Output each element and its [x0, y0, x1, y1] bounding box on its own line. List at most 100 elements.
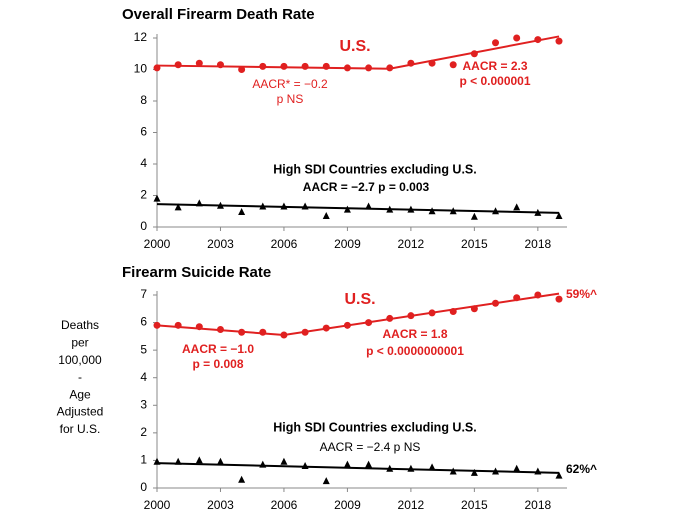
- y-axis-label: for U.S.: [60, 422, 101, 436]
- point: [470, 305, 478, 313]
- point: [555, 295, 563, 303]
- point: [343, 205, 351, 213]
- point: [195, 456, 203, 464]
- y-axis-label: 100,000: [58, 353, 102, 367]
- point: [449, 467, 457, 475]
- point: [555, 211, 563, 219]
- point: [322, 477, 330, 485]
- point: [449, 61, 457, 69]
- x-tick-label: 2003: [207, 498, 234, 512]
- annotation: AACR* = −0.2: [252, 77, 328, 91]
- point: [301, 202, 309, 210]
- point: [174, 457, 182, 465]
- point: [322, 324, 330, 332]
- series-label: U.S.: [344, 291, 375, 308]
- y-tick-label: 3: [140, 397, 147, 411]
- point: [301, 328, 309, 336]
- point: [386, 64, 394, 72]
- point: [365, 64, 373, 72]
- x-tick-label: 2009: [334, 498, 361, 512]
- point: [259, 328, 267, 336]
- annotation: p NS: [277, 92, 304, 106]
- point: [238, 475, 246, 483]
- series-label: High SDI Countries excluding U.S.: [273, 162, 477, 176]
- point: [555, 471, 563, 479]
- point: [238, 328, 246, 336]
- y-tick-label: 0: [140, 480, 147, 494]
- point: [280, 62, 288, 70]
- y-axis-label: Adjusted: [57, 405, 104, 419]
- point: [238, 208, 246, 216]
- point: [153, 321, 161, 329]
- x-tick-label: 2006: [271, 498, 298, 512]
- point: [365, 460, 373, 468]
- point: [492, 299, 500, 307]
- point: [428, 463, 436, 471]
- x-tick-label: 2015: [461, 498, 488, 512]
- point: [216, 457, 224, 465]
- point: [153, 64, 161, 72]
- annotation: AACR = −2.4 p NS: [320, 440, 421, 454]
- point: [322, 62, 330, 70]
- y-tick-label: 0: [140, 219, 147, 233]
- point: [492, 207, 500, 215]
- point: [343, 321, 351, 329]
- point: [428, 59, 436, 67]
- point: [513, 203, 521, 211]
- chart-title: Firearm Suicide Rate: [122, 264, 271, 281]
- annotation: AACR = 1.8: [382, 327, 447, 341]
- annotation: p = 0.008: [192, 357, 243, 371]
- point: [216, 201, 224, 209]
- y-tick-label: 12: [134, 30, 148, 44]
- y-axis-label: per: [71, 335, 88, 349]
- x-tick-label: 2018: [524, 498, 551, 512]
- point: [470, 50, 478, 58]
- y-tick-label: 5: [140, 342, 147, 356]
- point: [534, 208, 542, 216]
- point: [428, 207, 436, 215]
- y-tick-label: 6: [140, 125, 147, 139]
- y-axis-label: -: [78, 370, 82, 384]
- y-tick-label: 6: [140, 315, 147, 329]
- point: [174, 203, 182, 211]
- point: [492, 467, 500, 475]
- point: [407, 205, 415, 213]
- point: [365, 319, 373, 327]
- point: [153, 457, 161, 465]
- point: [259, 460, 267, 468]
- point: [301, 62, 309, 70]
- point: [153, 194, 161, 202]
- point: [534, 36, 542, 44]
- annotation: AACR = −2.7 p = 0.003: [303, 180, 430, 194]
- annotation: 62%^: [566, 462, 597, 476]
- annotation: p < 0.0000000001: [366, 344, 464, 358]
- y-tick-label: 2: [140, 188, 147, 202]
- y-tick-label: 7: [140, 287, 147, 301]
- point: [407, 312, 415, 320]
- series-label: U.S.: [339, 38, 370, 55]
- point: [195, 323, 203, 331]
- point: [386, 314, 394, 322]
- x-tick-label: 2006: [271, 237, 298, 251]
- point: [301, 461, 309, 469]
- annotation: 59%^: [566, 287, 597, 301]
- annotation: AACR = 2.3: [462, 59, 527, 73]
- point: [492, 39, 500, 47]
- x-tick-label: 2000: [144, 498, 171, 512]
- y-tick-label: 10: [134, 62, 148, 76]
- point: [407, 59, 415, 67]
- point: [280, 331, 288, 339]
- point: [449, 207, 457, 215]
- point: [534, 467, 542, 475]
- y-tick-label: 4: [140, 156, 147, 170]
- x-tick-label: 2000: [144, 237, 171, 251]
- x-tick-label: 2003: [207, 237, 234, 251]
- x-tick-label: 2012: [398, 237, 425, 251]
- y-tick-label: 8: [140, 93, 147, 107]
- point: [216, 325, 224, 333]
- point: [513, 464, 521, 472]
- annotation: AACR = −1.0: [182, 342, 254, 356]
- point: [195, 199, 203, 207]
- point: [174, 321, 182, 329]
